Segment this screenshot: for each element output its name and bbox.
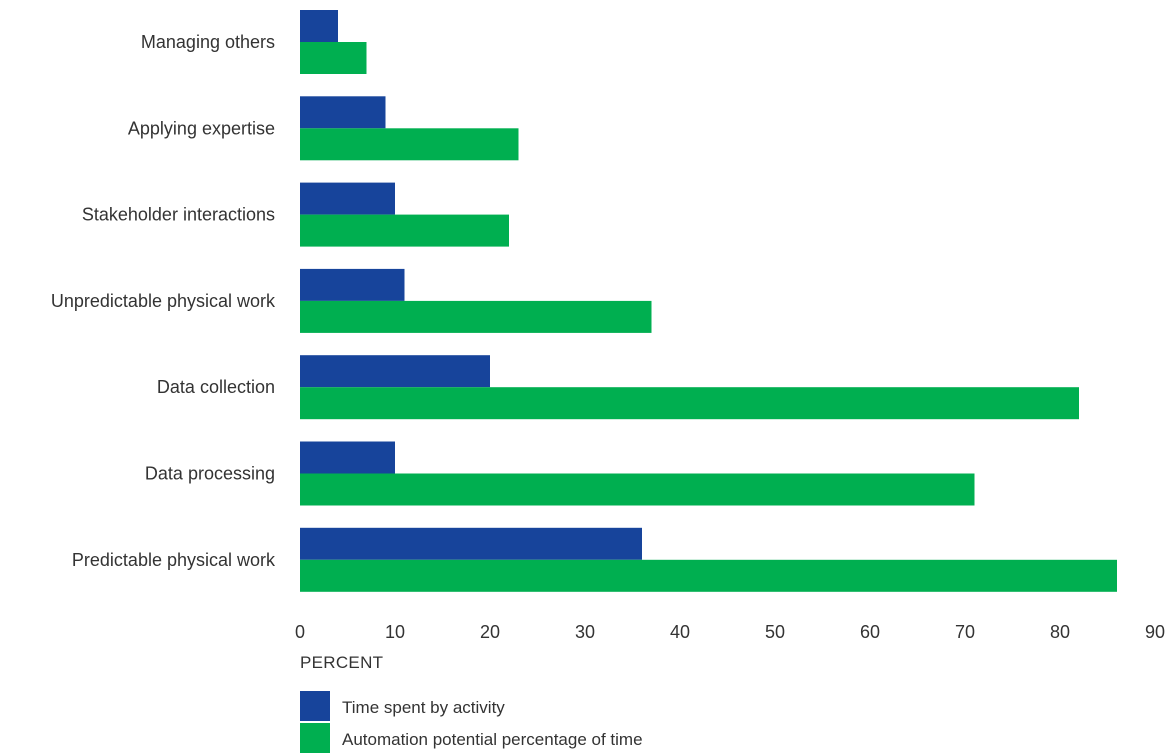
category-label: Data collection (157, 377, 275, 397)
x-tick-label: 0 (295, 622, 305, 642)
category-label: Managing others (141, 32, 275, 52)
category-label: Stakeholder interactions (82, 205, 275, 225)
time-spent-bar (300, 96, 386, 129)
bars (300, 10, 1117, 592)
automation-potential-bar (300, 128, 519, 161)
x-tick-label: 90 (1145, 622, 1165, 642)
x-tick-label: 50 (765, 622, 785, 642)
x-tick-label: 10 (385, 622, 405, 642)
category-label: Data processing (145, 464, 275, 484)
x-tick-label: 80 (1050, 622, 1070, 642)
x-axis-title: PERCENT (300, 653, 383, 672)
x-tick-label: 20 (480, 622, 500, 642)
automation-potential-bar (300, 300, 652, 333)
legend-swatch (300, 723, 330, 753)
automation-potential-bar (300, 214, 509, 247)
category-label: Predictable physical work (72, 550, 276, 570)
x-tick-label: 30 (575, 622, 595, 642)
legend-swatch (300, 691, 330, 721)
category-label: Applying expertise (128, 118, 275, 138)
category-label: Unpredictable physical work (51, 291, 276, 311)
x-axis-ticks: 0 10 20 30 40 50 60 70 80 90 (295, 622, 1165, 642)
legend: Time spent by activity Automation potenti… (300, 691, 643, 753)
automation-potential-bar (300, 559, 1117, 592)
time-spent-bar (300, 441, 395, 474)
time-spent-bar (300, 10, 338, 42)
category-labels: Managing others Applying expertise Stakeho… (51, 32, 276, 570)
legend-label: Automation potential percentage of time (342, 730, 643, 749)
time-spent-bar (300, 355, 490, 388)
automation-potential-bar (300, 473, 975, 506)
automation-potential-bar (300, 387, 1079, 420)
time-spent-bar (300, 527, 642, 560)
x-tick-label: 70 (955, 622, 975, 642)
x-tick-label: 40 (670, 622, 690, 642)
time-spent-bar (300, 268, 405, 301)
legend-label: Time spent by activity (342, 698, 505, 717)
automation-potential-bar (300, 42, 367, 74)
x-tick-label: 60 (860, 622, 880, 642)
time-spent-bar (300, 182, 395, 215)
